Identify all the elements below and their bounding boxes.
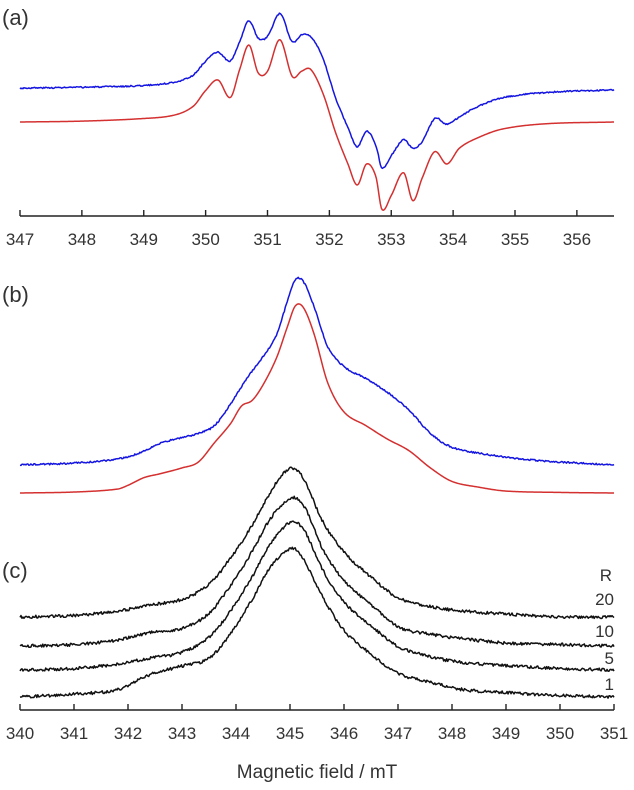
panel-a-label: (a) (2, 5, 29, 30)
tick-label-349: 349 (130, 230, 158, 249)
tick-label-348: 348 (68, 230, 96, 249)
curve-label-r-5: 5 (605, 649, 614, 668)
panel-c: (c) R 20 10 5 1 340 341 342 343 344 345 346 347 348… (2, 466, 628, 783)
panel-c-ticks: 340 341 342 343 344 345 346 347 348 349 350 351 (6, 704, 628, 743)
tick-label-350: 350 (546, 724, 574, 743)
panel-a-ticks: 347 348 349 350 351 352 353 354 355 356 (6, 210, 591, 249)
panel-a-series-1-line (19, 12, 615, 170)
tick-label-345: 345 (276, 724, 304, 743)
tick-label-351: 351 (253, 230, 281, 249)
tick-label-351: 351 (600, 724, 628, 743)
curve-label-r-20: 20 (595, 590, 614, 609)
curve-label-r-1: 1 (605, 675, 614, 694)
tick-label-353: 353 (377, 230, 405, 249)
x-axis-title: Magnetic field / mT (237, 762, 398, 783)
panel-b-label: (b) (2, 282, 29, 307)
panel-c-series-2-line (19, 495, 615, 649)
tick-label-352: 352 (315, 230, 343, 249)
panel-c-series-4-line (19, 546, 615, 699)
tick-label-349: 349 (492, 724, 520, 743)
panel-b-series-1-line (19, 276, 615, 467)
panel-b-series-2-line (19, 303, 615, 494)
tick-label-356: 356 (563, 230, 591, 249)
panel-c-curve-labels: 20 10 5 1 (595, 590, 614, 694)
panel-c-label: (c) (2, 558, 28, 583)
panel-a-series-2-line (19, 39, 615, 211)
panel-c-series (19, 466, 615, 699)
tick-label-355: 355 (501, 230, 529, 249)
tick-label-347: 347 (6, 230, 34, 249)
panel-a-series (19, 12, 615, 211)
panel-b-series (19, 276, 615, 494)
tick-label-343: 343 (168, 724, 196, 743)
tick-label-346: 346 (330, 724, 358, 743)
tick-label-341: 341 (60, 724, 88, 743)
tick-label-342: 342 (114, 724, 142, 743)
panel-c-series-1-line (19, 466, 615, 620)
tick-label-354: 354 (439, 230, 467, 249)
tick-label-350: 350 (191, 230, 219, 249)
panel-c-column-label: R (600, 566, 612, 585)
tick-label-347: 347 (384, 724, 412, 743)
tick-label-348: 348 (438, 724, 466, 743)
tick-label-344: 344 (222, 724, 250, 743)
panel-c-series-3-line (19, 520, 615, 672)
panel-a: (a) 347 348 349 350 351 352 353 354 355 356 (2, 5, 615, 249)
panel-b: (b) (2, 276, 615, 494)
curve-label-r-10: 10 (595, 622, 614, 641)
tick-label-340: 340 (6, 724, 34, 743)
